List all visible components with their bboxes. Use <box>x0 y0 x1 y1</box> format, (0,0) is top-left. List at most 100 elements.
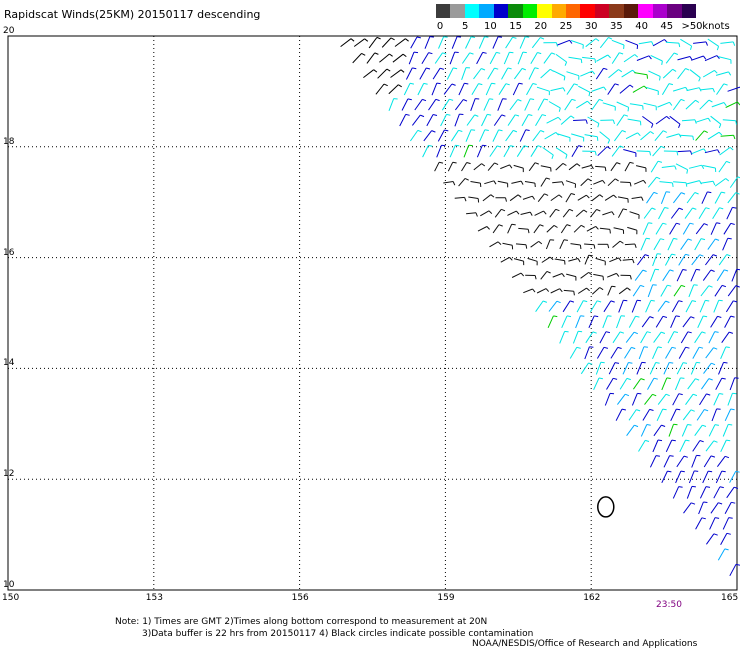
wind-barb <box>590 209 597 218</box>
wind-barb-flag <box>629 275 632 280</box>
wind-barb-flag <box>650 131 654 135</box>
wind-barb <box>468 196 479 199</box>
wind-barb-flag <box>402 53 407 57</box>
wind-barb <box>672 86 686 92</box>
wind-barb <box>541 256 551 263</box>
wind-barb <box>670 315 677 329</box>
wind-barb-flag <box>464 82 469 85</box>
wind-barb <box>607 178 616 187</box>
wind-barb <box>454 113 460 127</box>
wind-barb-flag <box>490 194 495 198</box>
wind-barb-flag <box>660 145 665 149</box>
wind-barb <box>596 347 605 359</box>
wind-barb-flag <box>496 51 501 54</box>
wind-barb-flag <box>643 179 647 184</box>
legend-swatch <box>638 4 654 18</box>
wind-barb-flag <box>642 269 647 272</box>
wind-barb <box>622 362 629 375</box>
wind-barb <box>568 258 579 262</box>
wind-barb <box>722 424 729 437</box>
wind-barb-flag <box>691 300 697 302</box>
wind-barb <box>616 101 629 108</box>
wind-barb-flag <box>690 45 693 50</box>
wind-barb <box>434 52 443 64</box>
wind-barb-flag <box>724 269 729 272</box>
wind-barb-flag <box>595 38 600 42</box>
wind-barb <box>720 134 734 137</box>
wind-barb-flag <box>606 146 611 150</box>
wind-barb <box>473 68 482 80</box>
wind-barb-flag <box>689 56 693 61</box>
wind-barb-flag <box>586 194 590 199</box>
wind-barb <box>503 52 510 65</box>
wind-barb <box>661 470 668 484</box>
wind-barb <box>443 83 453 95</box>
wind-barb-flag <box>636 409 641 412</box>
wind-barb-flag <box>685 346 690 349</box>
wind-barb <box>421 52 430 64</box>
wind-barb-flag <box>704 409 709 412</box>
wind-barb-flag <box>690 409 695 412</box>
wind-barb-flag <box>599 287 604 291</box>
wind-barb-flag <box>629 161 634 164</box>
wind-barb <box>720 41 734 44</box>
wind-barb <box>673 192 682 204</box>
wind-barb-flag <box>544 193 549 196</box>
wind-barb <box>726 486 735 499</box>
wind-barb <box>422 145 429 158</box>
wind-barb-flag <box>721 191 726 194</box>
wind-barb <box>477 226 488 232</box>
wind-barb <box>638 440 646 452</box>
wind-barb <box>646 192 655 204</box>
wind-barb-flag <box>566 224 571 227</box>
wind-barb <box>641 316 651 328</box>
legend-swatch <box>609 4 625 18</box>
wind-barb <box>520 211 531 215</box>
wind-barb <box>679 439 686 453</box>
wind-barb-flag <box>619 145 624 148</box>
wind-barb-flag <box>607 139 611 144</box>
wind-barb <box>709 517 716 530</box>
wind-barb-flag <box>573 291 575 296</box>
wind-barb-flag <box>513 129 518 133</box>
wind-barb-flag <box>692 207 697 210</box>
wind-barb <box>489 52 497 65</box>
wind-barb-flag <box>703 130 708 134</box>
wind-barb <box>511 272 522 278</box>
wind-barb <box>685 300 693 313</box>
wind-barb <box>702 470 709 484</box>
wind-barb <box>381 37 392 48</box>
wind-barb <box>695 223 705 235</box>
wind-barb <box>692 440 701 452</box>
x-tick-label: 165 <box>721 593 739 603</box>
wind-barb <box>729 176 739 188</box>
wind-barb-flag <box>687 331 692 334</box>
wind-barb <box>478 36 485 49</box>
wind-barb <box>392 53 404 63</box>
wind-barb-flag <box>603 86 607 91</box>
wind-barb <box>725 101 738 108</box>
wind-barb <box>575 209 585 217</box>
wind-barb <box>715 71 729 76</box>
wind-barb <box>546 116 559 124</box>
wind-barb-flag <box>452 181 456 186</box>
wind-barb <box>578 85 591 93</box>
wind-barb-flag <box>405 38 409 42</box>
wind-barb-flag <box>662 222 667 225</box>
wind-barb <box>587 116 600 124</box>
wind-barb <box>720 346 727 360</box>
wind-barb <box>375 83 385 95</box>
wind-barb <box>705 440 715 452</box>
wind-barb <box>546 225 555 233</box>
wind-barb <box>727 192 737 204</box>
wind-barb <box>627 118 641 122</box>
wind-barb <box>705 254 714 266</box>
wind-barb-flag <box>619 331 625 334</box>
wind-barb <box>607 272 617 278</box>
wind-barb <box>710 222 717 235</box>
wind-barb <box>672 486 680 499</box>
wind-barb-flag <box>525 36 530 38</box>
wind-barb-flag <box>678 300 683 303</box>
wind-barb <box>562 208 570 218</box>
wind-barb-flag <box>698 77 701 82</box>
